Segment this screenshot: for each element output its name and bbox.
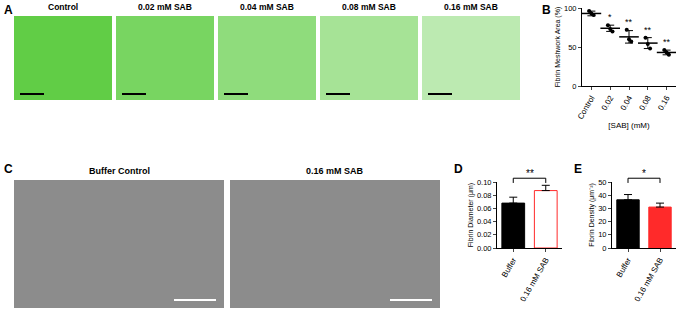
- svg-text:D: D: [454, 162, 463, 176]
- svg-text:0.08: 0.08: [477, 191, 492, 200]
- svg-text:0: 0: [572, 82, 576, 91]
- svg-text:Buffer: Buffer: [500, 256, 519, 279]
- svg-text:0: 0: [602, 244, 606, 253]
- svg-text:0.16 mM SAB: 0.16 mM SAB: [633, 256, 665, 303]
- svg-text:Buffer Control: Buffer Control: [89, 166, 150, 176]
- svg-text:**: **: [644, 25, 652, 35]
- svg-text:*: *: [608, 12, 612, 22]
- svg-text:0.02 mM SAB: 0.02 mM SAB: [138, 2, 192, 12]
- svg-text:30: 30: [598, 204, 606, 213]
- svg-text:Control: Control: [48, 2, 78, 12]
- svg-text:Fibrin Density (μm⁻²): Fibrin Density (μm⁻²): [588, 183, 596, 247]
- svg-text:50: 50: [568, 43, 576, 52]
- svg-text:0.08: 0.08: [637, 94, 653, 112]
- svg-text:50: 50: [598, 178, 606, 187]
- svg-text:**: **: [526, 168, 534, 179]
- svg-text:20: 20: [598, 217, 606, 226]
- svg-text:0.16 mM SAB: 0.16 mM SAB: [518, 256, 550, 303]
- svg-text:0.04 mM SAB: 0.04 mM SAB: [240, 2, 294, 12]
- svg-text:0.04: 0.04: [619, 94, 635, 112]
- svg-text:**: **: [663, 37, 671, 47]
- svg-text:0.06: 0.06: [477, 204, 492, 213]
- svg-text:100: 100: [564, 4, 577, 13]
- svg-text:0.10: 0.10: [477, 178, 492, 187]
- svg-text:0.16: 0.16: [656, 94, 672, 112]
- svg-text:Buffer: Buffer: [615, 256, 634, 279]
- svg-text:**: **: [625, 17, 633, 27]
- svg-text:E: E: [574, 162, 582, 176]
- svg-text:*: *: [642, 168, 646, 179]
- svg-text:40: 40: [598, 191, 606, 200]
- svg-text:0.02: 0.02: [477, 230, 492, 239]
- svg-text:Fibrin Diameter (μm): Fibrin Diameter (μm): [467, 183, 475, 247]
- svg-text:Fibrin Meshwork Area (%): Fibrin Meshwork Area (%): [554, 7, 562, 88]
- svg-text:A: A: [4, 3, 13, 17]
- svg-text:0.02: 0.02: [600, 94, 616, 112]
- svg-text:10: 10: [598, 230, 606, 239]
- svg-text:0.16 mM SAB: 0.16 mM SAB: [444, 2, 498, 12]
- svg-text:0.08 mM SAB: 0.08 mM SAB: [342, 2, 396, 12]
- svg-text:Control: Control: [576, 94, 597, 121]
- svg-text:[SAB] (mM): [SAB] (mM): [608, 121, 650, 130]
- svg-text:0.16 mM SAB: 0.16 mM SAB: [306, 166, 364, 176]
- svg-text:B: B: [542, 3, 551, 17]
- svg-text:0.04: 0.04: [477, 217, 492, 226]
- svg-text:0.00: 0.00: [477, 244, 492, 253]
- svg-text:C: C: [4, 162, 13, 176]
